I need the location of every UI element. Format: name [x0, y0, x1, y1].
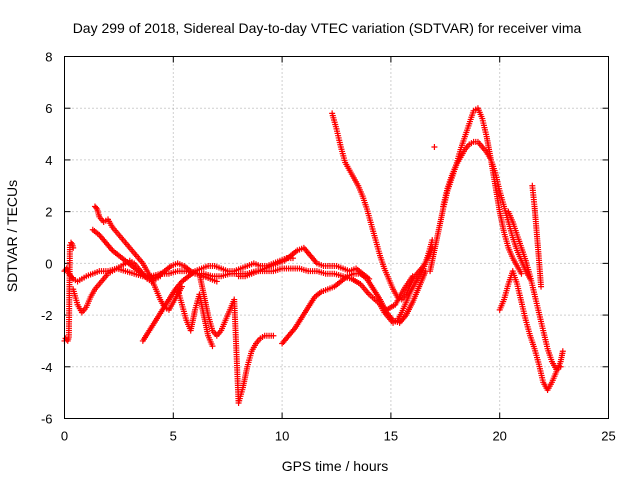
x-tick-label: 25 — [601, 429, 615, 444]
chart-title: Day 299 of 2018, Sidereal Day-to-day VTE… — [73, 20, 582, 36]
data-point — [538, 283, 545, 290]
data-point — [93, 204, 100, 211]
y-tick-label: 2 — [45, 205, 52, 220]
data-point — [518, 270, 525, 277]
series-arc-m — [427, 105, 525, 277]
x-tick-label: 5 — [170, 429, 177, 444]
data-point — [557, 363, 564, 370]
x-tick-label: 15 — [384, 429, 398, 444]
plot-frame — [64, 56, 609, 419]
series-arc-l — [377, 237, 436, 326]
y-tick-label: 8 — [45, 50, 52, 65]
x-tick-label: 0 — [61, 429, 68, 444]
x-tick-label: 20 — [492, 429, 506, 444]
series-arc-h — [196, 270, 277, 406]
axis-ticks: 0 5 10 15 20 25 -6 -4 -2 0 2 4 6 8 — [41, 50, 616, 444]
series-arc-o — [431, 144, 438, 150]
series-arc-e — [89, 226, 220, 285]
series-arc-n — [440, 138, 534, 282]
data-point — [209, 343, 216, 350]
y-tick-label: 0 — [45, 256, 52, 271]
data-point — [68, 239, 75, 246]
series-arc-q — [505, 208, 564, 373]
data-point — [213, 278, 220, 285]
series-arc-c — [70, 257, 164, 316]
series-arc-p — [496, 268, 566, 394]
data-point — [431, 144, 438, 150]
series-arc-r — [529, 182, 545, 290]
series-arc-g — [174, 286, 216, 350]
y-tick-label: 6 — [45, 101, 52, 116]
y-tick-label: 4 — [45, 153, 52, 168]
series-arc-f — [139, 255, 296, 344]
data-points — [61, 105, 566, 406]
data-point — [559, 348, 566, 355]
x-axis-label: GPS time / hours — [282, 458, 389, 474]
y-tick-label: -4 — [41, 360, 53, 375]
x-tick-label: 10 — [275, 429, 289, 444]
grid-lines — [64, 56, 609, 419]
y-axis-label: SDTVAR / TECUs — [4, 180, 20, 292]
data-point — [70, 244, 77, 251]
y-tick-label: -6 — [41, 412, 53, 427]
data-point — [270, 332, 277, 339]
y-tick-label: -2 — [41, 308, 53, 323]
